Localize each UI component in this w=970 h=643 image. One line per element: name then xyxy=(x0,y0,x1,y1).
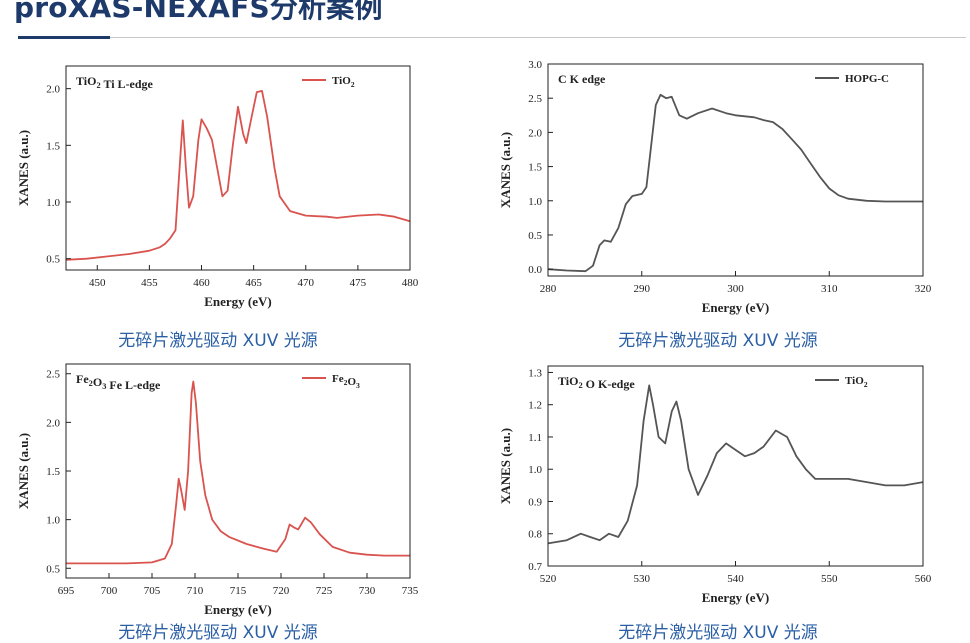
legend-label: TiO2 xyxy=(332,75,355,89)
chart-fe-l-edge: 695 700 705 710 715 720 725 730 735 0.5 1.0 1.5 2.0 2… xyxy=(16,363,419,617)
plot-frame xyxy=(547,63,924,277)
x-tick-label: 310 xyxy=(821,283,838,295)
chart-ti-l-edge: 450 455 460 465 470 475 480 0.5 1.0 1.5 2.0 Energy … xyxy=(16,65,419,309)
x-tick-label: 475 xyxy=(350,277,367,289)
x-tick-label: 560 xyxy=(915,573,932,585)
y-tick-label: 2.0 xyxy=(46,417,60,429)
y-tick-label: 0.9 xyxy=(528,496,542,508)
series-line-0 xyxy=(547,93,923,273)
legend-label: TiO2 xyxy=(845,375,868,389)
x-tick-label: 710 xyxy=(187,585,204,597)
chart-title: C K edge xyxy=(558,72,606,86)
x-tick-label: 320 xyxy=(915,283,932,295)
chart-panel-c-k-edge: 280 290 300 310 320 0.0 0.5 1.0 1.5 2.0 2.5 3.0 Ener… xyxy=(498,58,932,351)
chart-caption: 无碎片激光驱动 XUV 光源 xyxy=(118,623,318,643)
x-tick-label: 300 xyxy=(727,283,744,295)
y-tick-label: 2.5 xyxy=(528,93,542,105)
x-tick-label: 695 xyxy=(58,585,75,597)
y-tick-label: 0.5 xyxy=(46,254,60,266)
chart-o-k-edge: 520 530 540 550 560 0.7 0.8 0.9 1.0 1.1 1.2 1.3 Ener… xyxy=(498,365,932,605)
chart-caption: 无碎片激光驱动 XUV 光源 xyxy=(618,331,818,351)
plot-frame xyxy=(65,363,411,579)
x-axis-label: Energy (eV) xyxy=(204,294,272,309)
y-tick-label: 1.3 xyxy=(528,367,542,379)
x-tick-label: 480 xyxy=(402,277,419,289)
x-tick-label: 705 xyxy=(144,585,161,597)
y-tick-label: 1.5 xyxy=(46,466,60,478)
legend-label: HOPG-C xyxy=(845,73,889,85)
x-tick-label: 465 xyxy=(245,277,262,289)
y-tick-label: 1.5 xyxy=(528,162,542,174)
x-tick-label: 530 xyxy=(634,573,651,585)
title-divider xyxy=(18,37,966,38)
y-axis-label: XANES (a.u.) xyxy=(498,428,513,504)
x-tick-label: 290 xyxy=(634,283,651,295)
y-tick-label: 0.0 xyxy=(528,264,542,276)
x-tick-label: 725 xyxy=(316,585,333,597)
x-tick-label: 540 xyxy=(727,573,744,585)
x-axis-label: Energy (eV) xyxy=(702,300,770,315)
title-accent-bar xyxy=(18,36,110,39)
chart-title: Fe2O3 Fe L-edge xyxy=(76,372,161,392)
chart-caption: 无碎片激光驱动 XUV 光源 xyxy=(618,623,818,643)
y-tick-label: 2.0 xyxy=(46,84,60,96)
x-tick-label: 735 xyxy=(402,585,419,597)
y-tick-label: 1.1 xyxy=(528,432,542,444)
series-line-0 xyxy=(66,380,410,565)
chart-caption: 无碎片激光驱动 XUV 光源 xyxy=(118,331,318,351)
x-tick-label: 730 xyxy=(359,585,376,597)
y-tick-label: 1.2 xyxy=(528,400,542,412)
y-axis-label: XANES (a.u.) xyxy=(16,433,31,509)
page-title: proXAS-NEXAFS分析案例 xyxy=(14,0,383,24)
x-tick-label: 280 xyxy=(540,283,557,295)
chart-panel-o-k-edge: 520 530 540 550 560 0.7 0.8 0.9 1.0 1.1 1.2 1.3 Ener… xyxy=(498,360,932,643)
y-tick-label: 1.0 xyxy=(46,515,60,527)
x-tick-label: 460 xyxy=(193,277,210,289)
y-tick-label: 2.5 xyxy=(46,369,60,381)
y-tick-label: 1.0 xyxy=(528,196,542,208)
x-tick-label: 450 xyxy=(89,277,106,289)
x-tick-label: 700 xyxy=(101,585,118,597)
chart-title: TiO2 O K-edge xyxy=(558,374,635,391)
y-tick-label: 1.0 xyxy=(46,197,60,209)
x-tick-label: 720 xyxy=(273,585,290,597)
chart-c-k-edge: 280 290 300 310 320 0.0 0.5 1.0 1.5 2.0 2.5 3.0 Ener… xyxy=(498,59,932,315)
y-tick-label: 2.0 xyxy=(528,127,542,139)
chart-panel-fe-l-edge: 695 700 705 710 715 720 725 730 735 0.5 1.0 1.5 2.0 2… xyxy=(8,360,428,643)
series-line-0 xyxy=(547,384,924,545)
series-line-0 xyxy=(65,90,411,261)
y-tick-label: 0.5 xyxy=(46,563,60,575)
chart-panel-ti-l-edge: 450 455 460 465 470 475 480 0.5 1.0 1.5 2.0 Energy … xyxy=(8,58,428,351)
x-tick-label: 470 xyxy=(298,277,315,289)
y-axis-label: XANES (a.u.) xyxy=(498,132,513,208)
y-axis-label: XANES (a.u.) xyxy=(16,130,31,206)
x-tick-label: 520 xyxy=(540,573,557,585)
x-axis-label: Energy (eV) xyxy=(702,590,770,605)
y-tick-label: 1.0 xyxy=(528,464,542,476)
x-tick-label: 455 xyxy=(141,277,158,289)
chart-title: TiO2 Ti L-edge xyxy=(76,74,154,91)
y-tick-label: 0.7 xyxy=(528,561,542,573)
plot-frame xyxy=(65,65,411,271)
x-axis-label: Energy (eV) xyxy=(204,602,272,617)
y-tick-label: 0.8 xyxy=(528,529,542,541)
y-tick-label: 0.5 xyxy=(528,230,542,242)
x-tick-label: 550 xyxy=(821,573,838,585)
x-tick-label: 715 xyxy=(230,585,247,597)
y-tick-label: 1.5 xyxy=(46,140,60,152)
legend-label: Fe2O3 xyxy=(332,373,360,390)
y-tick-label: 3.0 xyxy=(528,59,542,71)
